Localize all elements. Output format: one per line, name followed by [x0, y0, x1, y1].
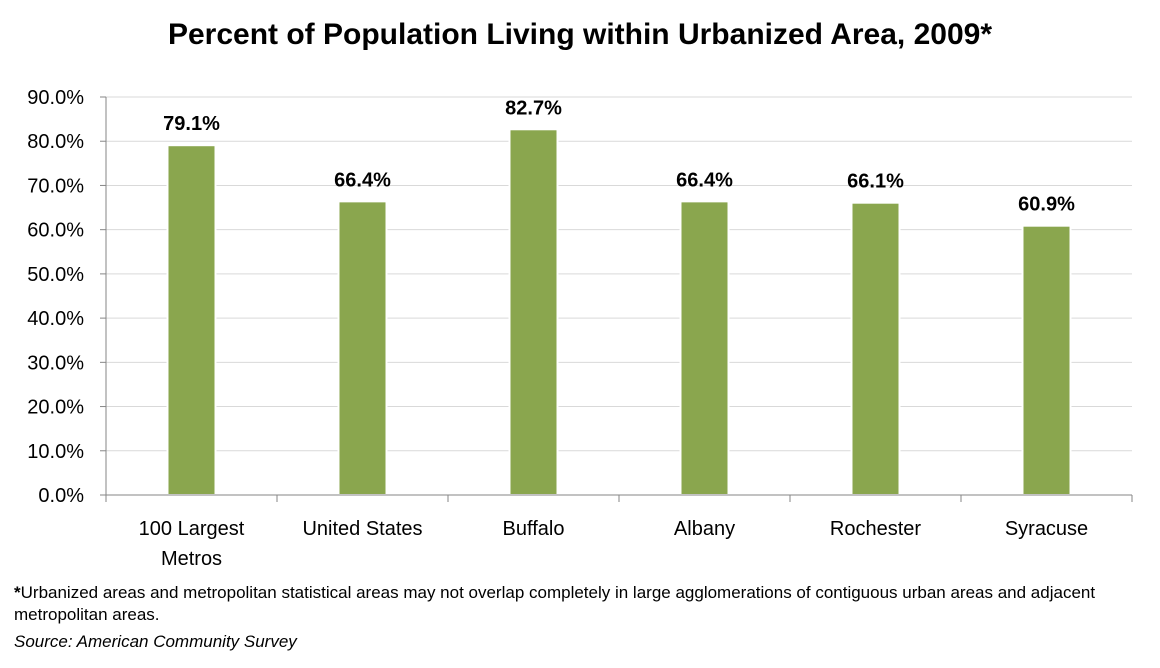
data-labels: 79.1% 66.4% 82.7% 66.4% 66.1% 60.9% — [163, 97, 1075, 215]
x-tick-label: Albany — [674, 518, 735, 540]
gridlines — [100, 96, 1132, 496]
bar-united-states — [337, 200, 388, 496]
bar-buffalo — [508, 128, 559, 496]
y-tick-label: 70.0% — [27, 175, 84, 197]
x-axis-tick-labels: 100 Largest Metros United States Buffalo Alb… — [139, 495, 1133, 570]
x-tick-label: Syracuse — [1005, 518, 1088, 540]
x-tick-label: Rochester — [830, 518, 921, 540]
y-axis-tick-labels: 0.0% 10.0% 20.0% 30.0% 40.0% 50.0% 60.0% 70.0% 8… — [27, 87, 84, 507]
y-tick-label: 0.0% — [38, 485, 84, 507]
data-label: 66.1% — [847, 171, 904, 193]
bar-100-largest-metros — [166, 144, 217, 497]
bar-rochester — [850, 201, 901, 497]
x-tick-label: United States — [302, 518, 422, 540]
bar-albany — [679, 200, 730, 496]
source-note: Source: American Community Survey — [14, 632, 297, 651]
y-tick-label: 60.0% — [27, 220, 84, 242]
y-tick-label: 50.0% — [27, 264, 84, 286]
bar-syracuse — [1021, 224, 1072, 496]
y-tick-label: 30.0% — [27, 352, 84, 374]
y-tick-label: 80.0% — [27, 131, 84, 153]
footnote: *Urbanized areas and metropolitan statis… — [14, 582, 1149, 626]
bars — [166, 128, 1072, 497]
chart-title: Percent of Population Living within Urba… — [167, 18, 993, 51]
axes — [105, 97, 1132, 502]
y-tick-label: 20.0% — [27, 397, 84, 419]
x-tick-label: 100 Largest — [139, 518, 245, 540]
x-tick-label: Metros — [161, 548, 222, 570]
footnote-text: Urbanized areas and metropolitan statist… — [14, 583, 1096, 624]
data-label: 60.9% — [1018, 194, 1075, 216]
bar-chart: 0.0% 10.0% 20.0% 30.0% 40.0% 50.0% 60.0% 70.0% 8… — [27, 87, 1133, 570]
data-label: 66.4% — [676, 169, 733, 191]
data-label: 82.7% — [505, 97, 562, 119]
y-tick-label: 10.0% — [27, 441, 84, 463]
y-tick-label: 40.0% — [27, 308, 84, 330]
data-label: 66.4% — [334, 169, 391, 191]
footnote-star: * — [14, 583, 21, 602]
data-label: 79.1% — [163, 113, 220, 135]
x-tick-label: Buffalo — [503, 518, 565, 540]
y-tick-label: 90.0% — [27, 87, 84, 109]
